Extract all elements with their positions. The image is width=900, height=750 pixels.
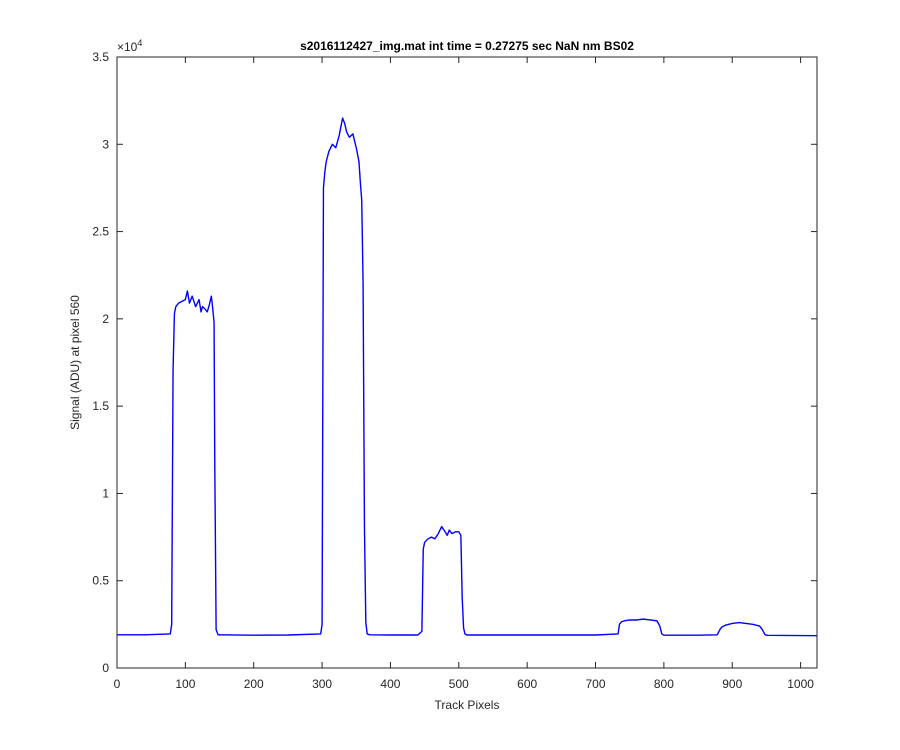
x-tick-label: 300 xyxy=(312,677,332,691)
x-tick-label: 100 xyxy=(175,677,195,691)
x-tick-label: 400 xyxy=(380,677,400,691)
x-axis-ticks: 0 100 200 300 400 500 600 700 800 900 1000 xyxy=(114,57,814,691)
y-axis-ticks: 0 0.5 1 1.5 2 2.5 3 3.5 xyxy=(92,50,817,675)
x-tick-label: 600 xyxy=(517,677,537,691)
x-tick-label: 0 xyxy=(114,677,121,691)
plot-box xyxy=(116,56,818,669)
x-tick-label: 200 xyxy=(244,677,264,691)
y-exponent-base: ×10 xyxy=(117,40,138,54)
chart-title: s2016112427_img.mat int time = 0.27275 s… xyxy=(300,39,634,53)
y-axis-label: Signal (ADU) at pixel 560 xyxy=(68,295,82,430)
y-tick-label: 3 xyxy=(102,137,109,151)
x-tick-label: 900 xyxy=(722,677,742,691)
y-tick-label: 2.5 xyxy=(92,225,109,239)
x-tick-label: 700 xyxy=(586,677,606,691)
x-tick-label: 1000 xyxy=(787,677,814,691)
y-tick-label: 1.5 xyxy=(92,399,109,413)
y-tick-label: 3.5 xyxy=(92,50,109,64)
plot-area xyxy=(117,57,817,668)
y-tick-label: 0 xyxy=(102,661,109,675)
y-tick-label: 1 xyxy=(102,486,109,500)
y-tick-label: 0.5 xyxy=(92,574,109,588)
y-tick-label: 2 xyxy=(102,312,109,326)
y-axis-exponent: ×104 xyxy=(117,38,142,54)
y-exponent-power: 4 xyxy=(137,38,142,48)
x-axis-label: Track Pixels xyxy=(435,698,500,712)
x-tick-label: 800 xyxy=(654,677,674,691)
signal-series-line xyxy=(117,117,818,637)
x-tick-label: 500 xyxy=(449,677,469,691)
